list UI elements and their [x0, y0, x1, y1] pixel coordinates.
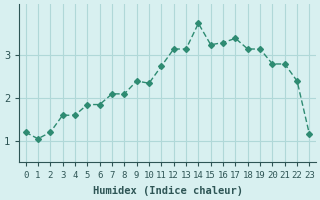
X-axis label: Humidex (Indice chaleur): Humidex (Indice chaleur) [92, 186, 243, 196]
